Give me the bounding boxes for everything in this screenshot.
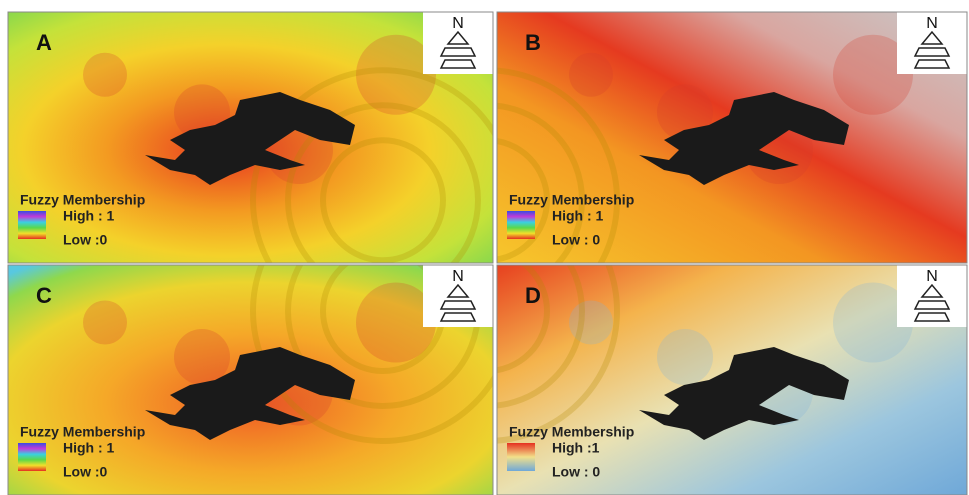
legend-ramp	[18, 443, 46, 471]
legend-ramp	[18, 211, 46, 239]
north-letter: N	[926, 15, 938, 32]
legend-low: Low : 0	[552, 232, 600, 248]
legend-ramp	[507, 443, 535, 471]
figure: ANFuzzy MembershipHigh : 1Low :0BNFuzzy …	[0, 0, 969, 495]
legend-title: Fuzzy Membership	[20, 192, 145, 208]
hotspot	[83, 53, 127, 97]
legend-low: Low : 0	[552, 464, 600, 480]
legend-ramp	[507, 211, 535, 239]
legend-title: Fuzzy Membership	[509, 192, 634, 208]
hotspot	[569, 53, 613, 97]
hotspot	[174, 329, 230, 385]
legend-high: High :1	[552, 440, 600, 456]
panel-label: A	[36, 30, 52, 55]
hotspot	[83, 301, 127, 345]
legend-low: Low :0	[63, 232, 108, 248]
panel-label: B	[525, 30, 541, 55]
panel-label: C	[36, 283, 52, 308]
legend-title: Fuzzy Membership	[20, 424, 145, 440]
legend-high: High : 1	[63, 208, 115, 224]
panel-label: D	[525, 283, 541, 308]
north-letter: N	[926, 268, 938, 285]
legend-high: High : 1	[552, 208, 604, 224]
legend-high: High : 1	[63, 440, 115, 456]
north-letter: N	[452, 15, 464, 32]
legend-low: Low :0	[63, 464, 108, 480]
hotspot	[657, 329, 713, 385]
legend-title: Fuzzy Membership	[509, 424, 634, 440]
north-letter: N	[452, 268, 464, 285]
